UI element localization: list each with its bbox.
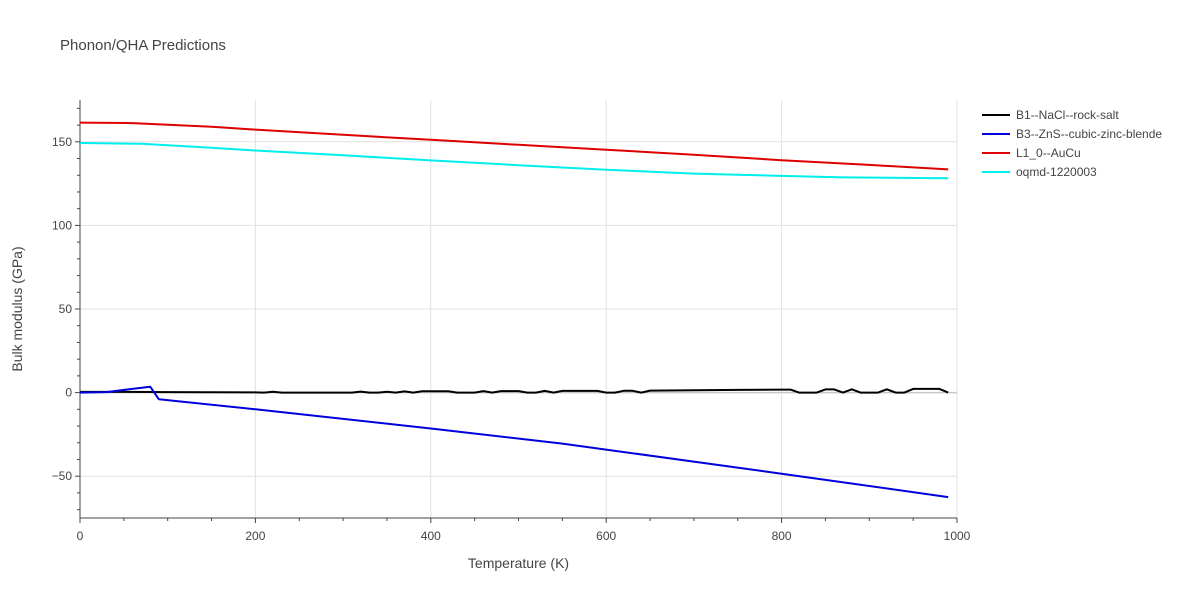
x-tick-label: 800 (772, 529, 792, 543)
legend-label: L1_0--AuCu (1016, 146, 1081, 160)
legend-label: B1--NaCl--rock-salt (1016, 108, 1119, 122)
series-line (80, 387, 949, 394)
legend-item[interactable]: oqmd-1220003 (982, 165, 1097, 179)
x-tick-label: 1000 (944, 529, 971, 543)
chart-title: Phonon/QHA Predictions (60, 37, 226, 54)
legend-item[interactable]: B1--NaCl--rock-salt (982, 108, 1119, 122)
series-line (79, 142, 949, 180)
series-line (79, 121, 949, 171)
y-tick-label: 100 (52, 218, 72, 232)
y-tick-label: 150 (52, 135, 72, 149)
legend-item[interactable]: B3--ZnS--cubic-zinc-blende (982, 127, 1162, 141)
x-tick-label: 200 (245, 529, 265, 543)
x-tick-label: 0 (77, 529, 84, 543)
legend-label: oqmd-1220003 (1016, 165, 1097, 179)
y-tick-label: 0 (65, 386, 72, 400)
legend-item[interactable]: L1_0--AuCu (982, 146, 1081, 160)
legend[interactable]: B1--NaCl--rock-salt B3--ZnS--cubic-zinc-b… (982, 108, 1162, 179)
y-axis-title: Bulk modulus (GPa) (9, 246, 25, 371)
y-tick-label: 50 (59, 302, 73, 316)
x-tick-label: 600 (596, 529, 616, 543)
series-line (79, 385, 949, 499)
x-axis-title: Temperature (K) (468, 555, 569, 571)
legend-label: B3--ZnS--cubic-zinc-blende (1016, 127, 1162, 141)
x-ticks: 0 200 400 600 800 1000 (77, 529, 971, 543)
series-lines (79, 121, 949, 499)
x-tick-label: 400 (421, 529, 441, 543)
axes (75, 100, 958, 523)
y-tick-label: −50 (52, 469, 73, 483)
y-ticks: −50 0 50 100 150 (52, 135, 73, 483)
